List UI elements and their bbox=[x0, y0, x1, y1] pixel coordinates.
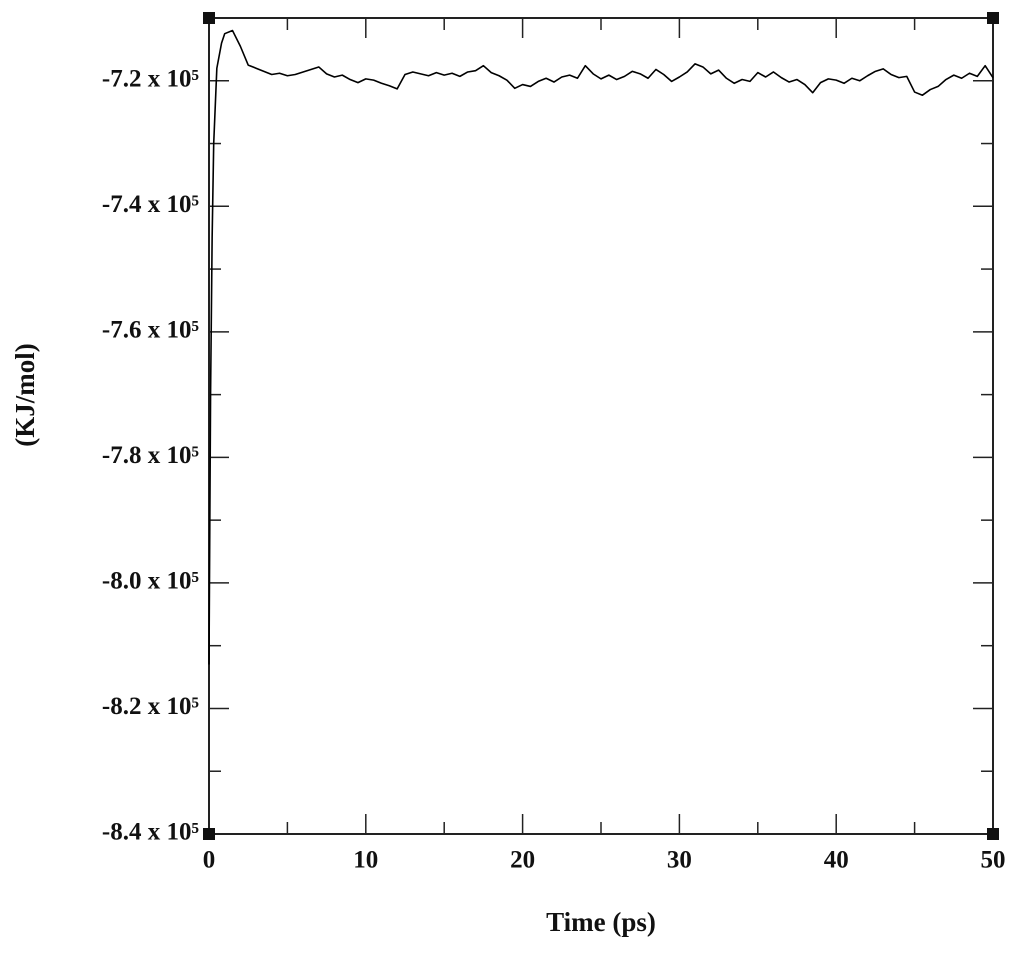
corner-marker bbox=[987, 12, 999, 24]
y-axis-label: (KJ/mol) bbox=[10, 343, 40, 446]
y-tick-label: -7.2 x 10⁵ bbox=[102, 66, 199, 93]
x-tick-label: 20 bbox=[510, 847, 535, 874]
y-tick-label: -8.4 x 10⁵ bbox=[102, 819, 199, 846]
x-axis-label: Time (ps) bbox=[546, 907, 656, 937]
x-tick-label: 40 bbox=[824, 847, 849, 874]
corner-marker bbox=[987, 828, 999, 840]
y-tick-label: -8.0 x 10⁵ bbox=[102, 568, 199, 595]
corner-marker bbox=[203, 12, 215, 24]
y-tick-label: -7.4 x 10⁵ bbox=[102, 191, 199, 218]
x-tick-label: 30 bbox=[667, 847, 692, 874]
plot-frame bbox=[208, 17, 994, 835]
x-tick-label: 50 bbox=[981, 847, 1006, 874]
x-tick-label: 10 bbox=[353, 847, 378, 874]
data-line bbox=[208, 29, 994, 665]
corner-marker bbox=[203, 828, 215, 840]
y-tick-label: -8.2 x 10⁵ bbox=[102, 693, 199, 720]
y-tick-label: -7.6 x 10⁵ bbox=[102, 317, 199, 344]
y-tick-label: -7.8 x 10⁵ bbox=[102, 442, 199, 469]
x-tick-label: 0 bbox=[203, 847, 216, 874]
